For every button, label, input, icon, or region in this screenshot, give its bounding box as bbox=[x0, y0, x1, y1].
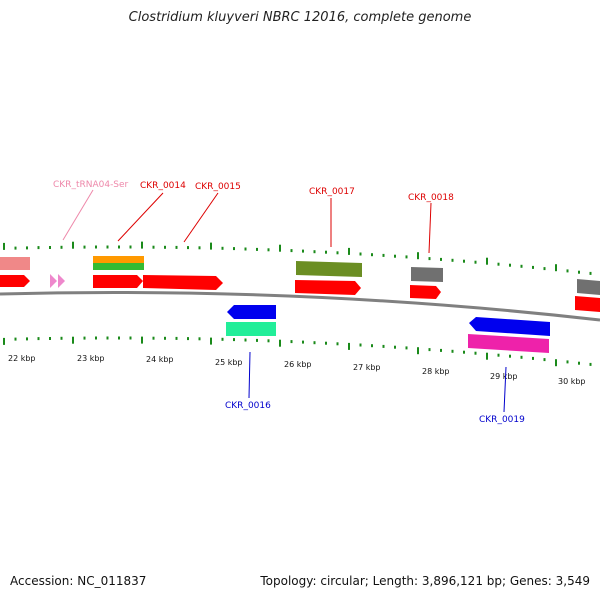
gene-cds-ckr-0019[interactable] bbox=[469, 317, 550, 336]
gene-label-ckr-0019[interactable]: CKR_0019 bbox=[479, 415, 525, 425]
gene-cds-right-edge[interactable] bbox=[575, 296, 600, 312]
kbp-label: 27 kbp bbox=[353, 363, 381, 372]
gene-label-ckr-0015[interactable]: CKR_0015 bbox=[195, 182, 241, 192]
feature-box-gray-right[interactable] bbox=[577, 279, 600, 295]
feature-box-magenta[interactable] bbox=[468, 334, 549, 353]
gene-cds-ckr-0016[interactable] bbox=[227, 305, 276, 319]
kbp-label: 26 kbp bbox=[284, 360, 312, 369]
kbp-label: 25 kbp bbox=[215, 358, 243, 367]
feature-box-orange[interactable] bbox=[93, 256, 144, 263]
leader-line-ckr-0016 bbox=[248, 351, 251, 399]
gene-cds-left-edge[interactable] bbox=[0, 275, 30, 287]
genome-summary: Topology: circular; Length: 3,896,121 bp… bbox=[260, 574, 590, 588]
gene-label-ckr-0017[interactable]: CKR_0017 bbox=[309, 187, 355, 197]
gene-label-ckr-0014[interactable]: CKR_0014 bbox=[140, 181, 186, 191]
gene-label-ckr-0016[interactable]: CKR_0016 bbox=[225, 401, 271, 411]
feature-box-teal[interactable] bbox=[226, 322, 276, 336]
feature-box-green[interactable] bbox=[93, 263, 144, 270]
kbp-label: 23 kbp bbox=[77, 354, 105, 363]
lower-tick-track bbox=[3, 336, 592, 367]
accession-label: Accession: NC_011837 bbox=[10, 574, 147, 588]
gene-label-trna[interactable]: CKR_tRNA04-Ser bbox=[53, 180, 129, 190]
leader-line-ckr-0018 bbox=[428, 202, 432, 254]
genome-backbone bbox=[0, 290, 600, 322]
feature-box-olive[interactable] bbox=[296, 261, 362, 277]
upper-tick-track bbox=[3, 241, 592, 275]
trna-arrow-2[interactable] bbox=[58, 274, 65, 288]
kbp-label: 22 kbp bbox=[8, 354, 36, 363]
leader-line-ckr-0015 bbox=[183, 192, 219, 243]
kbp-label: 29 kbp bbox=[490, 372, 518, 381]
feature-box-gray[interactable] bbox=[411, 267, 443, 282]
gene-cds-ckr-0018[interactable] bbox=[410, 285, 441, 299]
kbp-label: 28 kbp bbox=[422, 367, 450, 376]
leader-line-trna bbox=[62, 189, 94, 241]
leader-line-ckr-0014 bbox=[117, 192, 164, 242]
kbp-label: 24 kbp bbox=[146, 355, 174, 364]
gene-cds-ckr-0015[interactable] bbox=[143, 275, 223, 290]
map-title: Clostridium kluyveri NBRC 12016, complet… bbox=[128, 10, 472, 25]
gene-label-ckr-0018[interactable]: CKR_0018 bbox=[408, 193, 454, 203]
kbp-label: 30 kbp bbox=[558, 377, 586, 386]
gene-cds-ckr-0014[interactable] bbox=[93, 275, 143, 288]
gene-cds-ckr-0017[interactable] bbox=[295, 280, 361, 295]
leader-line-ckr-0019 bbox=[503, 366, 507, 413]
feature-box-pink-left[interactable] bbox=[0, 257, 30, 270]
trna-arrow-1[interactable] bbox=[50, 274, 57, 288]
